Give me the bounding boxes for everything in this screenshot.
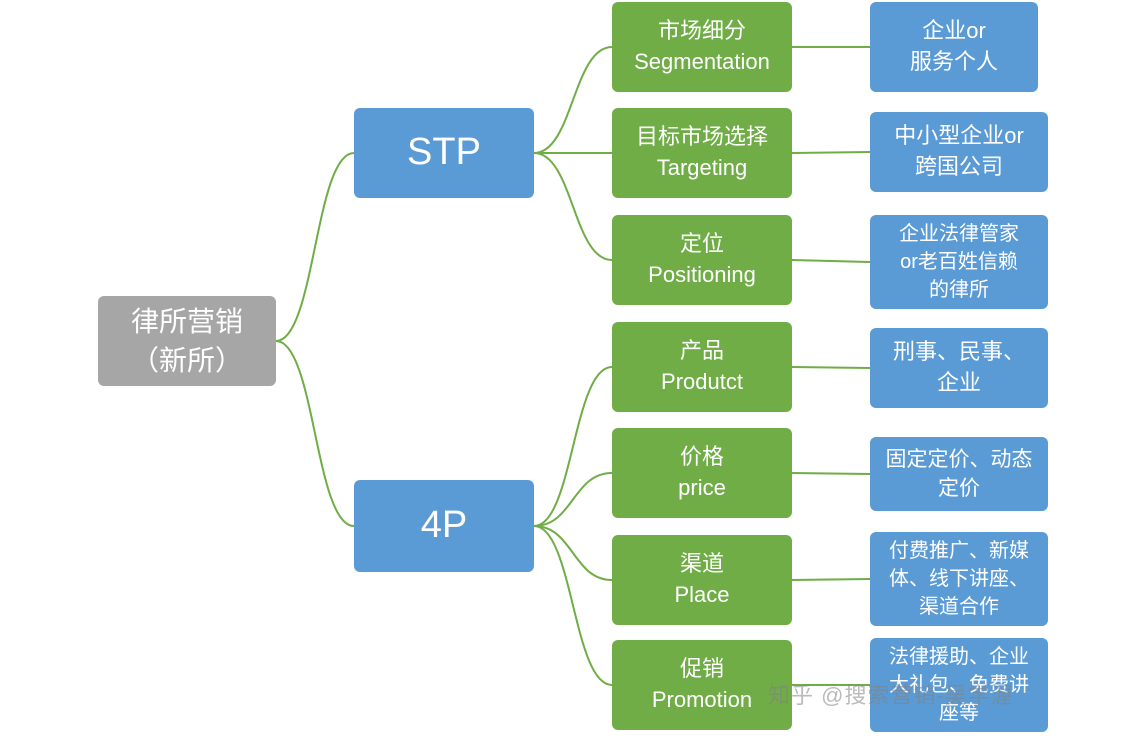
edge-product-product_d [792, 367, 870, 368]
edge-fourp-place [534, 526, 612, 580]
edge-fourp-promo [534, 526, 612, 685]
node-promo-line: Promotion [652, 685, 752, 716]
edge-stp-pos [534, 153, 612, 260]
edge-fourp-product [534, 367, 612, 526]
node-promo: 促销Promotion [612, 640, 792, 730]
node-seg-line: 市场细分 [658, 16, 746, 47]
edge-target-target_d [792, 152, 870, 153]
node-target_d: 中小型企业or跨国公司 [870, 112, 1048, 192]
node-seg_d-line: 企业or [922, 16, 986, 47]
edge-place-place_d [792, 579, 870, 580]
node-price-line: 价格 [680, 442, 724, 473]
node-fourp-line: 4P [421, 499, 467, 552]
node-root: 律所营销（新所） [98, 296, 276, 386]
node-seg_d: 企业or服务个人 [870, 2, 1038, 92]
edge-fourp-price [534, 473, 612, 526]
node-place-line: Place [674, 580, 729, 611]
node-pos_d-line: 企业法律管家 [899, 220, 1019, 248]
node-price: 价格price [612, 428, 792, 518]
node-target_d-line: 中小型企业or [894, 121, 1024, 152]
node-product-line: Produtct [661, 367, 743, 398]
node-pos_d-line: or老百姓信赖 [900, 248, 1018, 276]
node-price_d-line: 固定定价、动态 [886, 445, 1033, 474]
node-price_d-line: 定价 [938, 474, 980, 503]
edge-stp-seg [534, 47, 612, 153]
node-pos-line: 定位 [680, 229, 724, 260]
node-product: 产品Produtct [612, 322, 792, 412]
node-product_d-line: 企业 [937, 368, 981, 399]
node-promo-line: 促销 [680, 654, 724, 685]
node-fourp: 4P [354, 480, 534, 572]
node-product_d: 刑事、民事、企业 [870, 328, 1048, 408]
watermark-text: 知乎 @搜索营销-吴学渥 [768, 678, 1014, 710]
edge-pos-pos_d [792, 260, 870, 262]
node-seg_d-line: 服务个人 [910, 47, 998, 78]
edge-root-stp [276, 153, 354, 341]
edge-price-price_d [792, 473, 870, 474]
node-root-line: 律所营销 [131, 302, 243, 341]
node-target-line: 目标市场选择 [636, 122, 768, 153]
node-stp-line: STP [407, 126, 481, 179]
node-root-line: （新所） [131, 341, 243, 380]
node-price_d: 固定定价、动态定价 [870, 437, 1048, 511]
node-place_d-line: 付费推广、新媒 [889, 537, 1029, 565]
node-target_d-line: 跨国公司 [915, 152, 1003, 183]
node-place_d-line: 渠道合作 [919, 593, 999, 621]
node-seg-line: Segmentation [634, 47, 770, 78]
node-pos_d-line: 的律所 [929, 276, 989, 304]
node-place-line: 渠道 [680, 549, 724, 580]
node-price-line: price [678, 473, 726, 504]
node-product-line: 产品 [680, 336, 724, 367]
node-seg: 市场细分Segmentation [612, 2, 792, 92]
node-place: 渠道Place [612, 535, 792, 625]
node-promo_d-line: 法律援助、企业 [889, 643, 1029, 671]
node-pos-line: Positioning [648, 260, 756, 291]
node-target: 目标市场选择Targeting [612, 108, 792, 198]
node-place_d: 付费推广、新媒体、线下讲座、渠道合作 [870, 532, 1048, 626]
node-pos: 定位Positioning [612, 215, 792, 305]
node-target-line: Targeting [657, 153, 748, 184]
node-pos_d: 企业法律管家or老百姓信赖的律所 [870, 215, 1048, 309]
node-product_d-line: 刑事、民事、 [893, 337, 1025, 368]
edge-root-fourp [276, 341, 354, 526]
node-place_d-line: 体、线下讲座、 [889, 565, 1029, 593]
node-stp: STP [354, 108, 534, 198]
